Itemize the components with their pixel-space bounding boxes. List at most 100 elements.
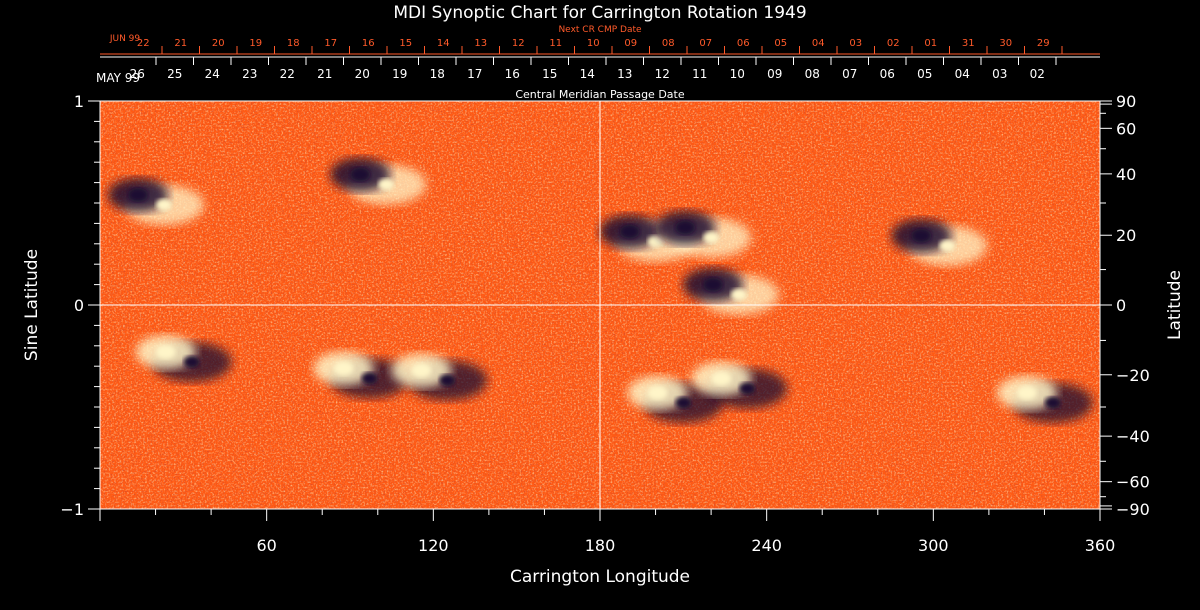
next-date-label: 22 (137, 38, 150, 49)
y-axis-left: 1 0 −1 (60, 92, 100, 519)
cmp-date-label: 22 (280, 67, 295, 81)
leading-spot (675, 220, 696, 235)
active-region (627, 375, 724, 423)
cmp-date-label: 03 (992, 67, 1007, 81)
y-axis-left-label: Sine Latitude (22, 249, 42, 361)
y-right-tick-label: −20 (1116, 366, 1150, 385)
next-date-label: 21 (174, 38, 187, 49)
trailing-spot (439, 374, 456, 387)
active-region (135, 335, 232, 382)
y-left-tick-label: 0 (74, 296, 84, 315)
active-region (108, 177, 204, 225)
y-axis-right: 90 60 40 20 0 −20 −40 −60 −90 (1100, 92, 1150, 519)
trailing-spot (647, 235, 664, 248)
next-date-label: 14 (437, 38, 450, 49)
trailing-spot (378, 178, 395, 191)
y-right-tick-label: −60 (1116, 473, 1150, 492)
next-date-label: 04 (812, 38, 825, 49)
next-date-label: 07 (699, 38, 712, 49)
active-regions (108, 157, 1093, 423)
leading-spot (350, 167, 371, 182)
y-left-tick-label: −1 (60, 500, 84, 519)
trailing-spot (675, 396, 692, 409)
next-date-label: 11 (549, 38, 562, 49)
y-right-tick-label: 40 (1116, 165, 1136, 184)
y-right-tick-label: −90 (1116, 500, 1150, 519)
active-region (655, 210, 752, 258)
x-axis: 60 120 180 240 300 360 (99, 509, 1116, 555)
y-right-tick-label: 0 (1116, 296, 1126, 315)
y-axis-right-label: Latitude (1165, 270, 1185, 340)
next-date-label: 01 (924, 38, 937, 49)
cmp-date-label: 26 (130, 67, 145, 81)
cmp-date-label: 09 (767, 67, 782, 81)
cmp-date-label: 15 (542, 67, 557, 81)
y-right-tick-label: −40 (1116, 427, 1150, 446)
gridlines (100, 101, 1100, 509)
cmp-date-label: 14 (580, 67, 595, 81)
y-right-tick-label: 60 (1116, 119, 1136, 138)
cmp-axis-label: Central Meridian Passage Date (515, 88, 684, 101)
leading-spot (411, 363, 432, 378)
next-date-label: 13 (474, 38, 487, 49)
next-date-label: 10 (587, 38, 600, 49)
trailing-spot (739, 382, 756, 395)
x-tick-label: 60 (256, 536, 276, 555)
next-date-label: 31 (962, 38, 975, 49)
leading-spot (1016, 385, 1037, 400)
cmp-date-label: 19 (392, 67, 407, 81)
cmp-date-label: 21 (317, 67, 332, 81)
leading-spot (647, 385, 668, 400)
cmp-date-label: 25 (167, 67, 182, 81)
y-right-tick-label: 90 (1116, 92, 1136, 111)
next-cmp-label: Next CR CMP Date (558, 25, 642, 35)
cmp-axis: 26 25 24 23 22 21 20 19 18 17 16 15 14 13 12 11 10 09 08 07… (100, 56, 1100, 81)
next-date-label: 12 (512, 38, 525, 49)
next-date-label: 29 (1037, 38, 1050, 49)
leading-spot (155, 345, 176, 359)
next-date-label: 18 (287, 38, 300, 49)
cmp-date-label: 13 (617, 67, 632, 81)
next-cmp-axis: 22 21 20 19 18 17 16 15 14 13 12 11 10 09 08 07 06 05 04 03… (100, 38, 1100, 55)
cmp-date-label: 02 (1030, 67, 1045, 81)
cmp-date-label: 20 (355, 67, 370, 81)
y-left-tick-label: 1 (74, 92, 84, 111)
next-date-label: 02 (887, 38, 900, 49)
trailing-spot (183, 356, 200, 368)
active-region (330, 157, 427, 205)
next-date-label: 16 (362, 38, 375, 49)
active-region (996, 375, 1093, 423)
next-date-label: 30 (999, 38, 1012, 49)
cmp-date-label: 05 (917, 67, 932, 81)
trailing-spot (731, 288, 747, 301)
x-tick-label: 120 (418, 536, 449, 555)
chart-title: MDI Synoptic Chart for Carrington Rotati… (393, 3, 806, 23)
cmp-date-label: 11 (692, 67, 707, 81)
leading-spot (128, 187, 148, 202)
next-date-label: 08 (662, 38, 675, 49)
cmp-date-label: 17 (467, 67, 482, 81)
trailing-spot (939, 239, 956, 252)
cmp-date-label: 18 (430, 67, 445, 81)
trailing-spot (703, 231, 720, 244)
cmp-date-label: 07 (842, 67, 857, 81)
trailing-spot (1044, 396, 1061, 409)
cmp-date-label: 06 (880, 67, 895, 81)
next-cmp-month: JUN 99 (109, 34, 141, 44)
next-date-label: 19 (249, 38, 262, 49)
trailing-spot (156, 198, 172, 211)
active-region (891, 218, 988, 266)
next-date-label: 06 (737, 38, 750, 49)
x-tick-label: 300 (918, 536, 949, 555)
cmp-date-label: 12 (655, 67, 670, 81)
x-axis-label: Carrington Longitude (510, 567, 690, 587)
cmp-date-label: 24 (205, 67, 220, 81)
next-date-label: 03 (849, 38, 862, 49)
x-tick-label: 360 (1085, 536, 1116, 555)
next-date-label: 15 (399, 38, 412, 49)
leading-spot (703, 277, 723, 292)
cmp-date-label: 10 (730, 67, 745, 81)
leading-spot (711, 371, 732, 386)
cmp-date-label: 23 (242, 67, 257, 81)
